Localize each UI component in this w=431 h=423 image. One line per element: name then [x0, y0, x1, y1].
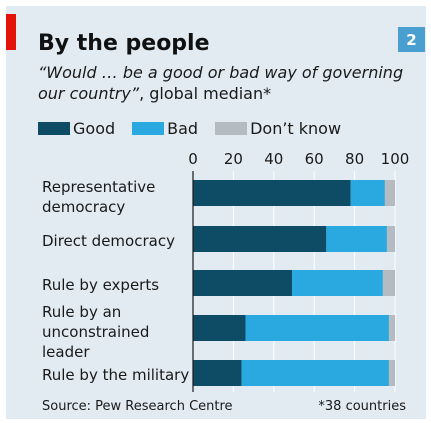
bar-segment-good	[193, 315, 246, 341]
countries-footnote: *38 countries	[318, 399, 406, 414]
bar-segment-don-t-know	[386, 226, 395, 252]
bar-segment-bad	[326, 226, 387, 252]
red-tag-marker	[6, 14, 16, 50]
bar-segment-good	[193, 360, 242, 386]
bar-segment-bad	[245, 315, 389, 341]
category-label: Rule by the military	[42, 366, 189, 384]
subtitle-rest: , global median*	[139, 84, 272, 103]
category-label: Rule by an unconstrained leader	[42, 303, 149, 361]
bar-segment-don-t-know	[388, 360, 395, 386]
chart-subtitle: “Would … be a good or bad way of governi…	[38, 62, 410, 104]
bar-segment-don-t-know	[384, 180, 395, 206]
legend-label-bad: Bad	[167, 118, 199, 138]
bar-segment-bad	[241, 360, 389, 386]
x-tick-label: 60	[305, 150, 324, 168]
x-tick-label: 20	[224, 150, 243, 168]
category-label: Rule by experts	[42, 276, 159, 294]
category-label: Direct democracy	[42, 232, 175, 250]
legend-swatch-bad	[132, 121, 165, 135]
bar-segment-good	[193, 226, 327, 252]
bar-segment-good	[193, 180, 351, 206]
legend-swatch-good	[38, 121, 70, 135]
chart-number-badge: 2	[398, 27, 425, 52]
legend-item-good: Good	[38, 119, 115, 138]
bar-segment-don-t-know	[388, 315, 395, 341]
legend-label-good: Good	[73, 118, 116, 138]
source-note: Source: Pew Research Centre	[42, 399, 233, 414]
chart-legend: Good Bad Don’t know	[38, 118, 358, 138]
legend-label-dont-know: Don’t know	[250, 118, 342, 138]
legend-swatch-dont-know	[215, 121, 248, 135]
x-tick-label: 80	[345, 150, 364, 168]
subtitle-quote: “Would … be a good or bad way of governi…	[38, 63, 404, 103]
bar-segment-good	[193, 270, 292, 296]
category-label: Representative democracy	[42, 178, 155, 216]
bar-segment-bad	[350, 180, 385, 206]
chart-title: By the people	[38, 31, 210, 56]
x-tick-label: 0	[188, 150, 198, 168]
x-tick-label: 100	[381, 150, 410, 168]
x-tick-label: 40	[264, 150, 283, 168]
bar-segment-don-t-know	[382, 270, 395, 296]
legend-item-bad: Bad	[132, 119, 198, 138]
legend-item-dont-know: Don’t know	[215, 119, 341, 138]
bar-segment-bad	[291, 270, 383, 296]
chart-card	[6, 6, 426, 419]
